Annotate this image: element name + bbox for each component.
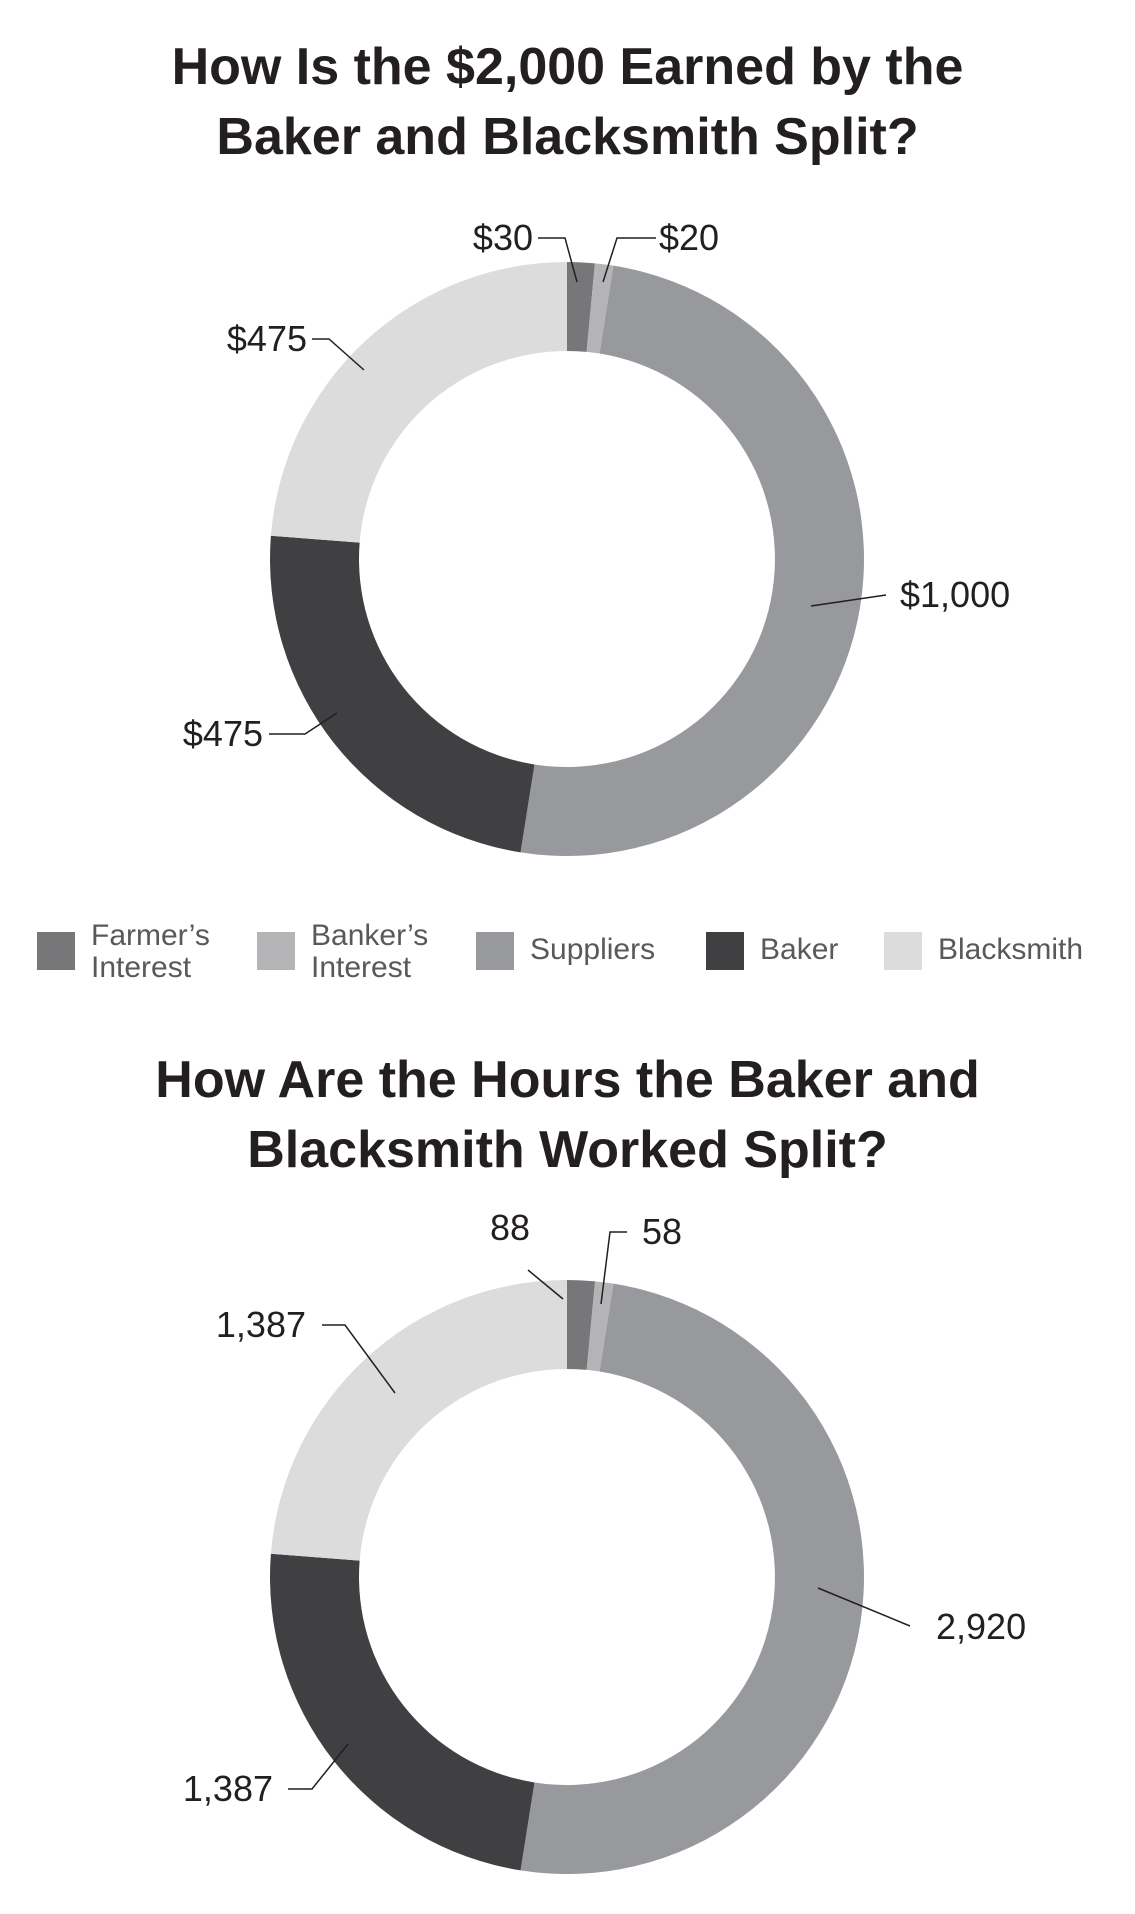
legend-label-bankers-interest-line-1: Banker’s <box>311 919 429 952</box>
chart-title-hours-line-1: How Are the Hours the Baker and <box>155 1051 980 1109</box>
data-label-earnings-suppliers: $1,000 <box>900 574 1010 615</box>
leader-line-hours-blacksmith <box>322 1324 396 1394</box>
donut-slice-earnings-farmers-interest <box>567 262 595 352</box>
chart-legend: Farmer’s Interest Banker’s Interest Supp… <box>0 920 1135 984</box>
donut-chart-earnings: $30 $20 $1,000 $475 $475 <box>183 217 1010 856</box>
leader-line-earnings-blacksmith <box>312 338 365 371</box>
leader-line-earnings-farmers-interest <box>538 237 578 283</box>
data-label-hours-blacksmith: 1,387 <box>216 1304 306 1345</box>
donut-slice-hours-baker <box>269 1553 535 1871</box>
leader-line-earnings-bankers-interest <box>602 237 656 283</box>
legend-label-suppliers: Suppliers <box>530 933 656 966</box>
legend-swatch-suppliers <box>476 932 514 970</box>
donut-slice-hours-suppliers <box>520 1283 864 1874</box>
leader-line-earnings-baker <box>269 712 338 735</box>
leader-line-earnings-suppliers <box>810 594 887 607</box>
data-label-earnings-baker: $475 <box>183 713 263 754</box>
legend-swatch-baker <box>706 932 744 970</box>
legend-label-bankers-interest-line-2: Interest <box>311 951 412 984</box>
chart-title-hours: How Are the Hours the Baker and Blacksmi… <box>0 1045 1135 1185</box>
donut-slice-earnings-blacksmith <box>270 262 567 543</box>
chart-title-hours-line-2: Blacksmith Worked Split? <box>247 1121 888 1179</box>
legend-swatch-farmers-interest <box>37 932 75 970</box>
donut-slice-hours-bankers-interest <box>586 1281 614 1372</box>
donut-slice-earnings-bankers-interest <box>586 263 614 354</box>
donut-slice-earnings-suppliers <box>520 265 864 856</box>
donut-chart-hours: 88 58 2,920 1,387 1,387 <box>183 1210 1026 1874</box>
legend-swatch-bankers-interest <box>257 932 295 970</box>
leader-line-hours-farmers-interest <box>527 1269 564 1300</box>
legend-label-bankers-interest: Banker’s Interest <box>311 920 428 984</box>
leader-line-hours-bankers-interest <box>600 1231 627 1305</box>
legend-label-farmers-interest-line-1: Farmer’s <box>91 919 210 952</box>
legend-label-farmers-interest: Farmer’s Interest <box>91 920 210 984</box>
data-label-hours-baker: 1,387 <box>183 1768 273 1809</box>
donut-slice-hours-farmers-interest <box>567 1280 596 1370</box>
leader-line-hours-baker <box>288 1743 349 1790</box>
chart-title-earnings: How Is the $2,000 Earned by the Baker an… <box>0 32 1135 172</box>
leader-line-hours-suppliers <box>817 1587 911 1627</box>
legend-label-blacksmith: Blacksmith <box>938 933 1084 966</box>
legend-label-baker: Baker <box>760 933 839 966</box>
legend-swatch-blacksmith <box>884 932 922 970</box>
data-label-hours-farmers-interest: 88 <box>490 1210 530 1248</box>
data-label-earnings-blacksmith: $475 <box>227 318 307 359</box>
donut-slice-hours-blacksmith <box>270 1280 567 1561</box>
chart-title-earnings-line-1: How Is the $2,000 Earned by the <box>171 38 964 96</box>
data-label-hours-bankers-interest: 58 <box>642 1211 682 1252</box>
data-label-earnings-bankers-interest: $20 <box>659 217 719 258</box>
legend-label-farmers-interest-line-2: Interest <box>91 951 192 984</box>
data-label-earnings-farmers-interest: $30 <box>473 217 533 258</box>
data-label-hours-suppliers: 2,920 <box>936 1606 1026 1647</box>
chart-title-earnings-line-2: Baker and Blacksmith Split? <box>216 108 919 166</box>
donut-slice-earnings-baker <box>269 535 535 853</box>
